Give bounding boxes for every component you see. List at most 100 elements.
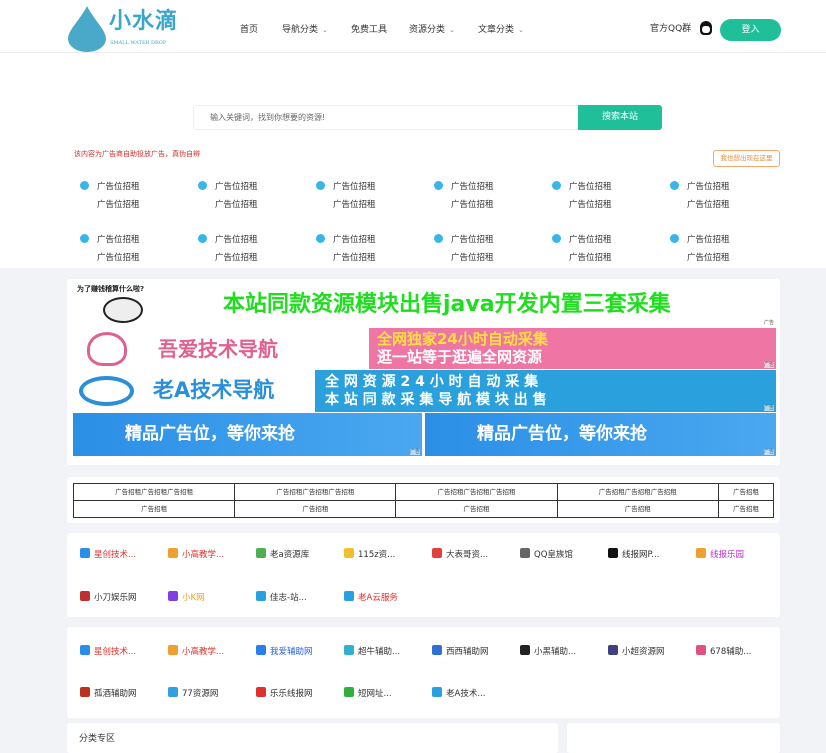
banner-ad-slot-1[interactable]: 精品广告位，等你来抢 广告	[73, 413, 422, 456]
nav-item[interactable]: 免费工具	[351, 25, 387, 36]
ad-tag: 广告	[763, 449, 774, 455]
table-cell[interactable]: 广告招租	[395, 500, 558, 518]
banner-laoa[interactable]: 老A技术导航 全 网 资 源 2 4 小 时 自 动 采 集 本 站 同 款 采…	[73, 370, 776, 412]
friend-link[interactable]: 老A云服务	[344, 591, 398, 604]
friend-link[interactable]: 线报乐园	[696, 548, 744, 561]
ad-tag: 广告	[409, 449, 420, 455]
friend-link[interactable]: 我爱辅助网	[256, 645, 313, 658]
table-cell[interactable]: 广告招租	[72, 500, 236, 518]
nav-label: 文章分类	[478, 25, 515, 35]
friend-link[interactable]: 77资源网	[168, 687, 218, 700]
table-cell[interactable]: 广告招租	[717, 483, 775, 501]
laoa-logo-icon	[79, 376, 134, 406]
ad-slot[interactable]: 广告位招租 广告位招租	[316, 234, 376, 264]
banner-text: 吾爱技术导航	[158, 337, 278, 361]
logo-text[interactable]: 小水滴	[109, 9, 179, 34]
banner-java-module[interactable]: 为了赚钱稽算什么啦? 本站同款资源模块出售java开发内置三套采集 广告	[73, 283, 776, 327]
friend-link[interactable]: 星创技术...	[80, 645, 136, 658]
ad-slot[interactable]: 广告位招租 广告位招租	[670, 234, 730, 264]
nav-item[interactable]: 导航分类 ⌄	[282, 25, 328, 36]
friend-link[interactable]: 老a资源库	[256, 548, 309, 561]
login-button[interactable]: 登入	[720, 19, 781, 41]
nav-label: 资源分类	[409, 25, 446, 35]
friend-link[interactable]: 小高教学...	[168, 548, 224, 561]
water-drop-logo-icon[interactable]	[68, 6, 106, 52]
table-cell[interactable]: 广告招租广告招租广告招租	[395, 483, 558, 501]
friend-link[interactable]: 西西辅助网	[432, 645, 489, 658]
site-icon	[608, 645, 618, 655]
ad-slot[interactable]: 广告位招租 广告位招租	[80, 181, 140, 211]
link-label: 线报网P...	[622, 550, 660, 560]
friend-link[interactable]: 线报网P...	[608, 548, 659, 561]
ad-subtitle: 广告位招租	[451, 253, 494, 263]
friend-link[interactable]: 小K网	[168, 591, 205, 604]
friend-link[interactable]: 孤酒辅助网	[80, 687, 137, 700]
friend-link[interactable]: 短网址...	[344, 687, 392, 700]
qq-group-link[interactable]: 官方QQ群	[650, 24, 692, 34]
ad-slot[interactable]: 广告位招租 广告位招租	[552, 234, 612, 264]
friend-link[interactable]: 678辅助...	[696, 645, 751, 658]
banner-text: 全 网 资 源 2 4 小 时 自 动 采 集	[325, 374, 539, 390]
banner-text: 老A技术导航	[153, 378, 275, 402]
table-row: 广告招租 广告招租 广告招租 广告招租 广告招租	[72, 500, 775, 518]
ad-tag: 广告	[763, 320, 774, 326]
ad-slot[interactable]: 广告位招租 广告位招租	[316, 181, 376, 211]
site-icon	[168, 591, 178, 601]
friend-link[interactable]: 星创技术...	[80, 548, 136, 561]
friend-link[interactable]: 超牛辅助...	[344, 645, 400, 658]
search-button[interactable]: 搜索本站	[578, 105, 662, 130]
nav-label: 导航分类	[282, 25, 319, 35]
ad-slot[interactable]: 广告位招租 广告位招租	[670, 181, 730, 211]
ad-subtitle: 广告位招租	[569, 253, 612, 263]
friend-link[interactable]: 小超资源网	[608, 645, 665, 658]
text-ad-table: 广告招租广告招租广告招租 广告招租广告招租广告招租 广告招租广告招租广告招租 广告招租…	[72, 483, 775, 518]
friend-link[interactable]: 佳志-站...	[256, 591, 307, 604]
ad-title: 广告位招租	[451, 235, 494, 245]
header: 小水滴 SMALL WATER DROP 首页 导航分类 ⌄ 免费工具 资源分类 ⌄ 文章分…	[0, 0, 826, 53]
category-card: 分类专区	[67, 723, 558, 753]
globe-icon	[80, 181, 89, 190]
table-cell[interactable]: 广告招租广告招租广告招租	[72, 483, 236, 501]
link-label: QQ皇族馆	[534, 550, 573, 560]
advertise-here-button[interactable]: 我也想出现在这里	[713, 150, 780, 167]
table-cell[interactable]: 广告招租	[717, 500, 775, 518]
ad-slot[interactable]: 广告位招租 广告位招租	[434, 234, 494, 264]
rabbit-logo-icon	[87, 332, 127, 366]
banner-52jishu[interactable]: 吾爱技术导航 全网独家24小时自动采集 逛一站等于逛遍全网资源 广告	[73, 328, 776, 369]
ad-slot[interactable]: 广告位招租 广告位招租	[552, 181, 612, 211]
ad-tag: 广告	[763, 362, 774, 368]
links-card-1: 星创技术... 小高教学... 老a资源库 115z资... 大表哥资... QQ皇族馆 线…	[67, 533, 780, 617]
logo-subtitle: SMALL WATER DROP	[110, 40, 167, 46]
link-label: 678辅助...	[710, 647, 752, 657]
friend-link[interactable]: 乐乐线报网	[256, 687, 313, 700]
friend-link[interactable]: QQ皇族馆	[520, 548, 573, 561]
nav-item[interactable]: 文章分类 ⌄	[478, 25, 524, 36]
search-input[interactable]: 输入关键词，找到你想要的资源!	[193, 105, 579, 130]
link-label: 星创技术...	[94, 647, 137, 657]
banner-text: 本站同款资源模块出售java开发内置三套采集	[223, 292, 671, 317]
ad-slot[interactable]: 广告位招租 广告位招租	[434, 181, 494, 211]
table-cell[interactable]: 广告招租广告招租广告招租	[556, 483, 719, 501]
friend-link[interactable]: 115z资...	[344, 548, 395, 561]
globe-icon	[316, 234, 325, 243]
friend-link[interactable]: 小高教学...	[168, 645, 224, 658]
ad-slot[interactable]: 广告位招租 广告位招租	[80, 234, 140, 264]
table-cell[interactable]: 广告招租广告招租广告招租	[234, 483, 397, 501]
table-cell[interactable]: 广告招租	[556, 500, 719, 518]
link-label: 小刀娱乐网	[94, 593, 137, 603]
qq-penguin-icon[interactable]	[700, 21, 712, 35]
table-cell[interactable]: 广告招租	[234, 500, 397, 518]
ad-slot[interactable]: 广告位招租 广告位招租	[198, 234, 258, 264]
nav-item[interactable]: 资源分类 ⌄	[409, 25, 455, 36]
friend-link[interactable]: 老A技术...	[432, 687, 485, 700]
nav-label: 免费工具	[351, 25, 388, 35]
nav-item[interactable]: 首页	[240, 25, 258, 36]
link-label: 老A云服务	[358, 593, 398, 603]
friend-link[interactable]: 小刀娱乐网	[80, 591, 137, 604]
banner-ad-slot-2[interactable]: 精品广告位，等你来抢 广告	[425, 413, 776, 456]
banner-text: 精品广告位，等你来抢	[477, 424, 647, 444]
friend-link[interactable]: 小黑辅助...	[520, 645, 576, 658]
ad-slot[interactable]: 广告位招租 广告位招租	[198, 181, 258, 211]
friend-link[interactable]: 大表哥资...	[432, 548, 488, 561]
ad-title: 广告位招租	[687, 235, 730, 245]
